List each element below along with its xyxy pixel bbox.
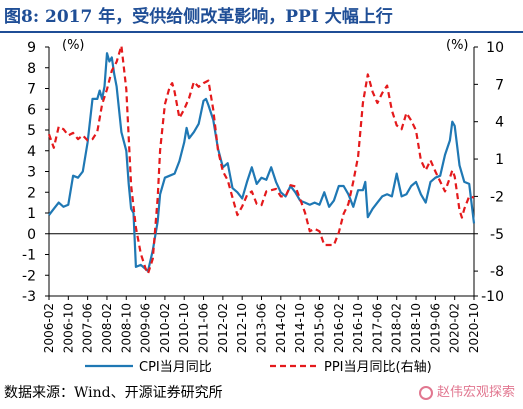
x-tick-label: 2019-06 <box>428 303 442 353</box>
right-tick-label: -5 <box>490 227 504 243</box>
x-tick-label: 2009-06 <box>139 303 153 353</box>
left-tick-label: 8 <box>27 61 36 77</box>
right-tick-label: 10 <box>486 40 504 56</box>
legend-cpi-label: CPI当月同比 <box>139 360 212 375</box>
x-tick-label: 2013-06 <box>255 303 269 353</box>
left-tick-label: 6 <box>27 102 36 118</box>
left-tick-label: 4 <box>27 144 36 160</box>
x-tick-label: 2015-06 <box>312 303 326 353</box>
right-tick-label: -2 <box>490 189 504 205</box>
left-tick-label: -3 <box>22 289 36 305</box>
watermark: 赵伟宏观探索 <box>418 380 515 406</box>
legend-ppi-label: PPI当月同比(右轴) <box>324 360 432 375</box>
x-tick-label: 2011-06 <box>197 303 211 353</box>
figure-title: 图8: 2017 年，受供给侧改革影响，PPI 大幅上行 <box>4 7 393 27</box>
left-tick-label: 5 <box>27 123 36 139</box>
left-tick-label: 3 <box>27 165 36 181</box>
left-tick-label: 9 <box>27 40 36 56</box>
x-tick-label: 2007-06 <box>81 303 95 353</box>
right-tick-label: -8 <box>490 264 504 280</box>
right-axis-unit: (%) <box>446 38 469 53</box>
x-tick-label: 2018-02 <box>390 303 404 353</box>
x-tick-label: 2008-10 <box>119 303 133 353</box>
cpi-series-line <box>48 52 476 273</box>
x-tick-label: 2012-02 <box>216 303 230 353</box>
x-tick-label: 2006-10 <box>61 303 75 353</box>
x-tick-label: 2010-10 <box>177 303 191 353</box>
title-rule <box>0 31 523 33</box>
series-layer <box>47 44 476 275</box>
x-tick-label: 2006-02 <box>42 303 56 353</box>
x-tick-label: 2014-02 <box>274 303 288 353</box>
ppi-series-line <box>47 44 475 275</box>
left-tick-label: 1 <box>27 206 36 222</box>
x-tick-label: 2016-02 <box>332 303 346 353</box>
x-tick-label: 2016-10 <box>351 303 365 353</box>
left-tick-label: 7 <box>27 82 36 98</box>
x-tick-label: 2017-06 <box>370 303 384 353</box>
x-tick-label: 2014-10 <box>293 303 307 353</box>
watermark-text: 赵伟宏观探索 <box>436 385 515 400</box>
right-tick-label: 4 <box>495 115 504 131</box>
left-tick-label: -2 <box>22 268 36 284</box>
x-tick-label: 2012-10 <box>235 303 249 353</box>
line-chart: (%) (%) -3-2-10123456789-10-8-5-21471020… <box>22 38 504 375</box>
right-tick-label: 7 <box>495 77 504 93</box>
legend: CPI当月同比 PPI当月同比(右轴) <box>85 360 432 375</box>
x-tick-label: 2008-02 <box>100 303 114 353</box>
left-axis-unit: (%) <box>62 38 85 53</box>
x-tick-label: 2018-10 <box>409 303 423 353</box>
left-tick-label: 2 <box>27 185 36 201</box>
source-note: 数据来源：Wind、开源证券研究所 <box>4 385 223 401</box>
x-tick-label: 2020-02 <box>448 303 462 353</box>
x-tick-label: 2020-10 <box>467 303 481 353</box>
wechat-logo-icon <box>418 386 433 400</box>
left-tick-label: 0 <box>27 227 36 243</box>
x-tick-label: 2010-02 <box>158 303 172 353</box>
left-tick-label: -1 <box>22 248 36 264</box>
right-tick-label: 1 <box>495 152 504 168</box>
right-tick-label: -10 <box>481 289 504 305</box>
